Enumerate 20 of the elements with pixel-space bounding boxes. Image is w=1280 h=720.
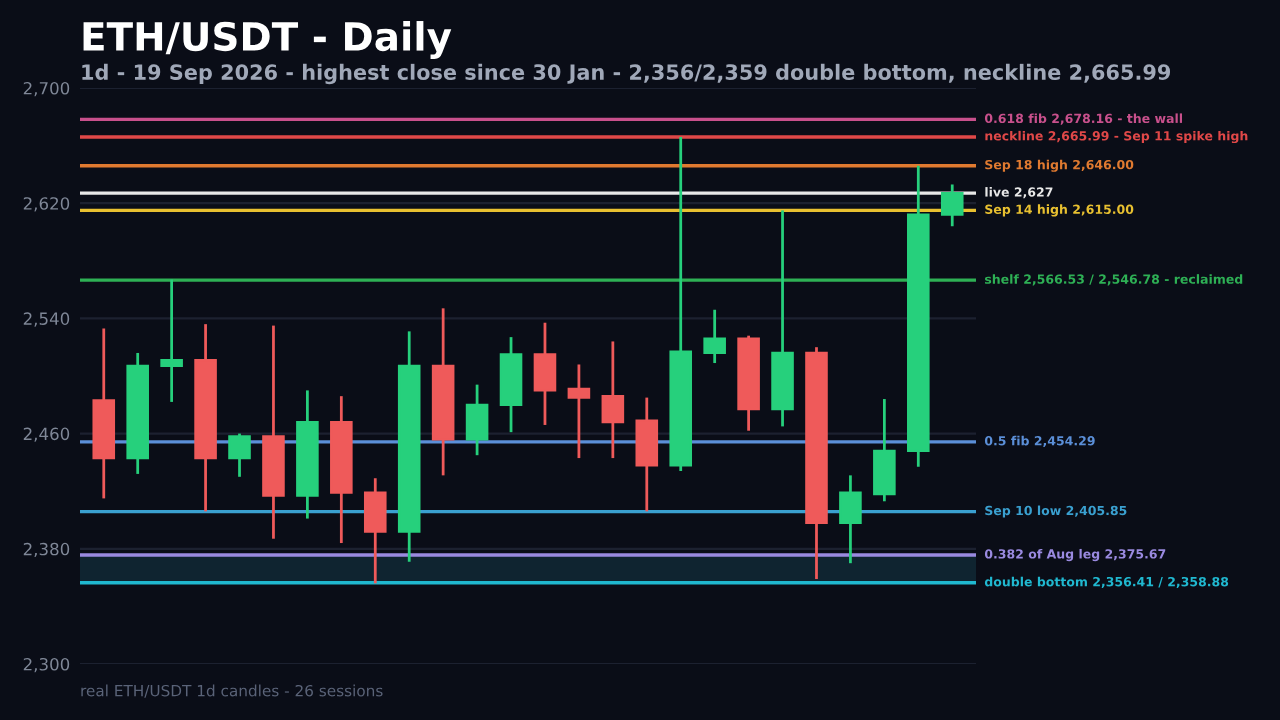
candlestick (160, 278, 183, 404)
y-tick-label: 2,620 (23, 197, 70, 212)
y-tick-label: 2,700 (23, 81, 70, 97)
y-tick-label: 2,300 (23, 657, 70, 673)
candlestick (533, 321, 557, 427)
candlestick (228, 432, 251, 479)
candlestick (465, 383, 489, 457)
candlestick (873, 397, 896, 503)
y-tick-label: 2,540 (23, 312, 70, 327)
candlestick (363, 476, 387, 585)
candlestick (635, 396, 659, 513)
candlestick (703, 308, 726, 365)
y-tick-label: 2,460 (23, 427, 70, 442)
chart-subtitle: 1d - 19 Sep 2026 - highest close since 30 Jan - 2,356/2,359 double bottom, neckline 2,665.99 (82, 63, 1171, 85)
candlestick (601, 340, 625, 460)
chart-title: ETH/USDT - Daily (83, 21, 452, 59)
candlestick (567, 363, 591, 460)
y-tick-label: 2,380 (23, 542, 70, 558)
candlestick (839, 473, 862, 565)
candlestick (940, 183, 964, 228)
